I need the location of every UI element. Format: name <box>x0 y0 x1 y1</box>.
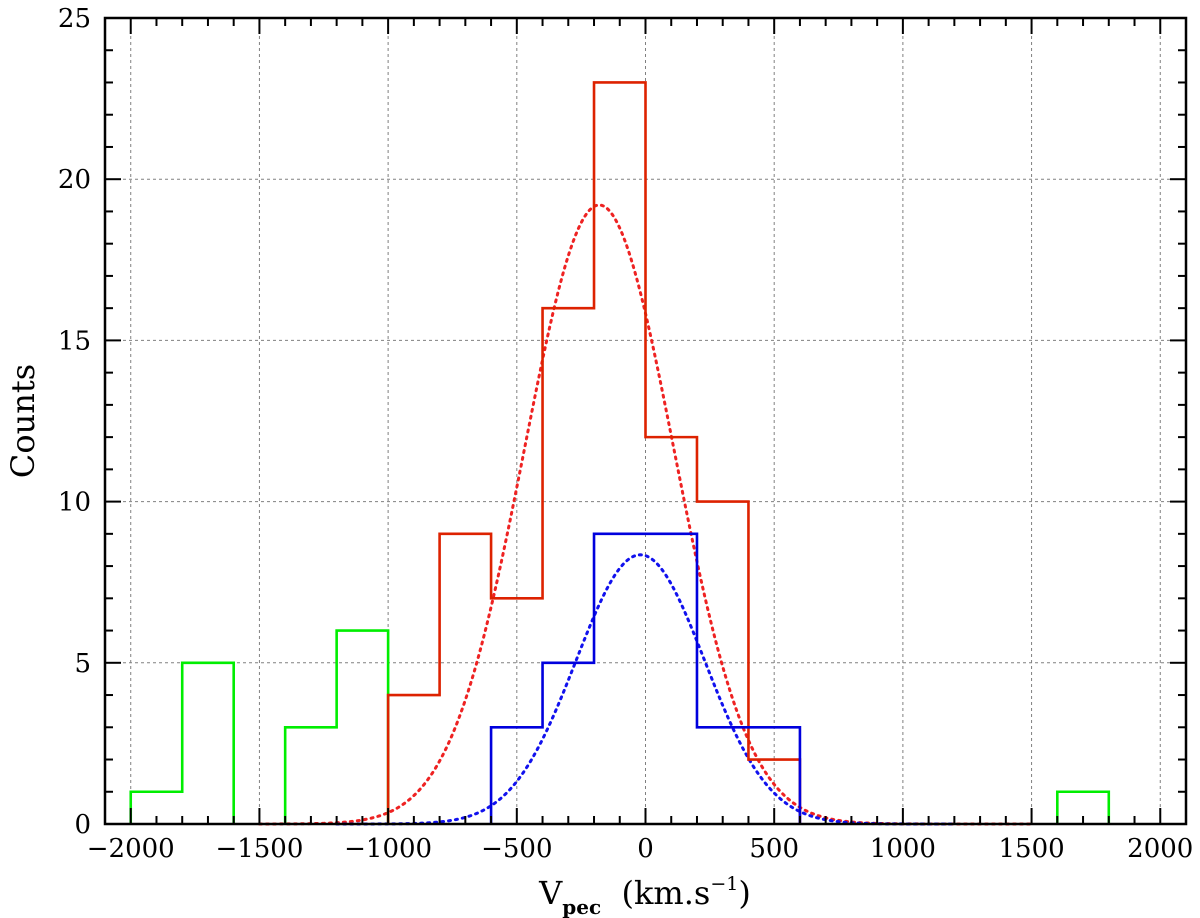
x-tick-label: −1000 <box>344 834 432 864</box>
y-tick-label: 20 <box>58 165 91 195</box>
x-tick-label: 500 <box>749 834 799 864</box>
x-axis-label: Vpec (km.s−1) <box>538 873 751 918</box>
histogram-series <box>129 81 1111 824</box>
y-tick-label: 15 <box>58 326 91 356</box>
x-tick-label: −500 <box>481 834 552 864</box>
y-tick-labels: 0 5 10 15 20 25 <box>58 4 91 840</box>
x-tick-label: 1500 <box>998 834 1064 864</box>
y-tick-label: 10 <box>58 488 91 518</box>
axis-ticks <box>104 17 1187 825</box>
x-tick-label: 1000 <box>870 834 936 864</box>
x-tick-labels: −2000 −1500 −1000 −500 0 500 1000 1500 2000 <box>87 834 1194 864</box>
y-axis-label: Counts <box>4 364 42 478</box>
x-tick-label: 2000 <box>1127 834 1193 864</box>
y-tick-label: 25 <box>58 4 91 34</box>
histogram-series-1 <box>386 81 802 824</box>
x-tick-label: −1500 <box>215 834 303 864</box>
histogram-series-0 <box>129 629 1111 824</box>
x-tick-label: 0 <box>637 834 654 864</box>
x-tick-label: −2000 <box>87 834 175 864</box>
y-tick-label: 5 <box>74 649 91 679</box>
histogram-series-2 <box>489 532 802 824</box>
y-tick-label: 0 <box>74 810 91 840</box>
